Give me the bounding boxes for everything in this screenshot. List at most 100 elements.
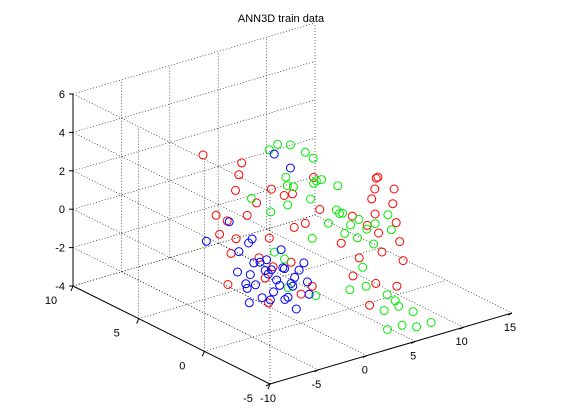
y-tick-mark bbox=[136, 318, 140, 324]
data-point-series-2 bbox=[308, 153, 318, 163]
data-point-series-1 bbox=[266, 184, 276, 194]
data-point-series-2 bbox=[273, 139, 283, 149]
data-point-series-3 bbox=[244, 238, 254, 248]
data-point-series-2 bbox=[408, 307, 418, 317]
data-point-series-2 bbox=[354, 214, 364, 224]
data-point-series-2 bbox=[426, 318, 436, 327]
data-point-series-3 bbox=[245, 270, 255, 280]
x-axis-line bbox=[269, 312, 513, 385]
data-point-series-1 bbox=[215, 229, 225, 239]
x-tick-label: 10 bbox=[455, 336, 467, 348]
data-point-series-3 bbox=[285, 163, 295, 173]
data-point-series-2 bbox=[289, 182, 298, 192]
data-point-series-1 bbox=[354, 253, 364, 263]
data-point-series-1 bbox=[252, 198, 262, 208]
data-point-series-3 bbox=[290, 272, 300, 282]
data-point-series-1 bbox=[307, 281, 317, 291]
data-point-series-3 bbox=[276, 245, 286, 255]
data-point-series-1 bbox=[315, 205, 325, 214]
data-point-series-1 bbox=[264, 233, 274, 243]
data-point-series-1 bbox=[237, 158, 247, 168]
data-point-series-1 bbox=[389, 184, 399, 194]
data-point-series-2 bbox=[370, 219, 380, 229]
y-tick-label: 5 bbox=[114, 328, 120, 340]
data-point-series-3 bbox=[241, 279, 251, 289]
data-point-series-1 bbox=[198, 150, 208, 160]
data-point-series-3 bbox=[244, 298, 254, 308]
grid-line bbox=[72, 22, 316, 95]
data-points bbox=[198, 139, 436, 334]
data-point-series-2 bbox=[280, 254, 289, 264]
y-tick-label: 0 bbox=[179, 360, 185, 372]
data-point-series-3 bbox=[224, 217, 234, 227]
data-point-series-3 bbox=[233, 267, 242, 277]
data-point-series-1 bbox=[300, 218, 310, 228]
data-point-series-1 bbox=[371, 173, 381, 183]
grid-line bbox=[72, 132, 271, 231]
data-point-series-1 bbox=[391, 218, 401, 228]
data-point-series-2 bbox=[340, 228, 350, 238]
grid-line bbox=[72, 214, 316, 287]
x-tick-label: 15 bbox=[504, 322, 516, 334]
grid-line bbox=[72, 99, 316, 172]
z-tick-label: 6 bbox=[59, 89, 65, 101]
data-point-series-3 bbox=[278, 263, 288, 273]
data-point-series-3 bbox=[294, 265, 304, 275]
data-point-series-1 bbox=[211, 210, 221, 220]
data-point-series-1 bbox=[231, 234, 241, 244]
data-point-series-1 bbox=[348, 271, 358, 281]
data-point-series-3 bbox=[269, 149, 279, 159]
data-point-series-3 bbox=[255, 257, 265, 267]
data-point-series-3 bbox=[265, 295, 275, 305]
data-point-series-3 bbox=[280, 295, 290, 304]
axes-box bbox=[69, 93, 513, 390]
grid-line bbox=[266, 228, 464, 328]
z-tick-label: 4 bbox=[59, 127, 65, 139]
data-point-series-1 bbox=[242, 210, 252, 220]
data-point-series-3 bbox=[269, 287, 278, 297]
data-point-series-2 bbox=[246, 193, 256, 203]
y-tick-mark bbox=[267, 383, 271, 390]
data-point-series-3 bbox=[201, 236, 211, 246]
data-point-series-3 bbox=[304, 289, 314, 299]
data-point-series-2 bbox=[285, 140, 295, 150]
data-point-series-1 bbox=[374, 228, 384, 238]
x-tick-label: -5 bbox=[312, 379, 322, 391]
x-tick-label: 5 bbox=[410, 350, 416, 362]
chart-title: ANN3D train data bbox=[238, 13, 325, 25]
data-point-series-2 bbox=[266, 207, 276, 217]
data-point-series-3 bbox=[266, 265, 276, 275]
data-point-series-1 bbox=[365, 300, 375, 310]
z-tick-label: -2 bbox=[55, 243, 65, 255]
x-tick-mark bbox=[362, 355, 368, 359]
data-point-series-1 bbox=[395, 237, 405, 247]
data-point-series-2 bbox=[264, 145, 274, 155]
data-point-series-2 bbox=[353, 233, 362, 243]
data-point-series-2 bbox=[383, 210, 393, 220]
data-point-series-1 bbox=[336, 238, 346, 248]
x-tick-label: -10 bbox=[260, 393, 276, 405]
z-tick-label: 0 bbox=[59, 204, 65, 216]
data-point-series-1 bbox=[279, 191, 289, 200]
data-point-series-2 bbox=[323, 218, 333, 228]
data-point-series-2 bbox=[382, 290, 392, 300]
data-point-series-1 bbox=[392, 281, 402, 291]
grid-line bbox=[204, 280, 447, 352]
data-point-series-2 bbox=[317, 175, 326, 185]
data-point-series-2 bbox=[358, 262, 368, 272]
data-point-series-2 bbox=[346, 220, 356, 230]
grid-line bbox=[72, 170, 271, 270]
y-axis-line bbox=[72, 285, 271, 385]
data-point-series-1 bbox=[268, 262, 278, 272]
grid-line bbox=[72, 176, 316, 248]
data-point-series-1 bbox=[289, 222, 299, 232]
grid-line bbox=[72, 93, 271, 193]
data-point-series-3 bbox=[257, 293, 267, 303]
data-point-series-2 bbox=[361, 281, 371, 291]
data-point-series-3 bbox=[272, 275, 282, 285]
data-point-series-2 bbox=[379, 306, 389, 316]
grid-line bbox=[72, 208, 271, 308]
data-point-series-1 bbox=[223, 280, 233, 289]
data-point-series-2 bbox=[300, 147, 310, 157]
